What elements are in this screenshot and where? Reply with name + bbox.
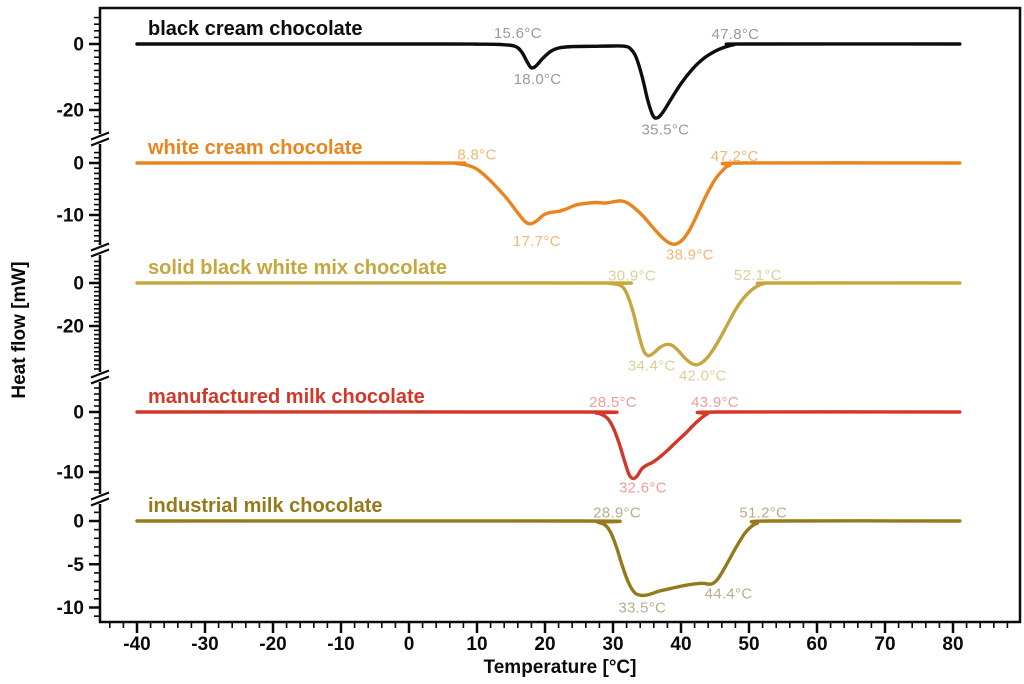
series-title-industrial-milk-chocolate: industrial milk chocolate (148, 495, 383, 517)
axis-break-gap (95, 134, 105, 144)
peak-annotation: 52.1°C (734, 267, 782, 284)
peak-annotation: 35.5°C (641, 121, 689, 138)
peak-annotation: 15.6°C (494, 25, 542, 42)
x-tick-label: 80 (942, 634, 963, 655)
y-tick-label: -10 (57, 463, 84, 484)
peak-annotation: 51.2°C (739, 504, 787, 521)
panel-industrial-milk-chocolate: 0 -5 -10 industrial milk chocolate 28.9°C 33.… (57, 495, 962, 619)
axis-break-slash (90, 375, 110, 385)
x-tick-label: 50 (738, 634, 759, 655)
x-tick-label: -20 (259, 634, 286, 655)
peak-annotation: 17.7°C (513, 233, 561, 250)
x-tick-label: 20 (534, 634, 555, 655)
y-tick-label: 0 (73, 512, 84, 533)
y-tick-label: -5 (67, 555, 84, 576)
peak-annotation: 43.9°C (691, 394, 739, 411)
peak-annotation: 44.4°C (705, 586, 753, 603)
x-tick-label: 0 (404, 634, 415, 655)
series-title-solid-black-white-mix-chocolate: solid black white mix chocolate (148, 257, 447, 279)
series-title-manufactured-milk-chocolate: manufactured milk chocolate (148, 386, 425, 408)
x-axis-title: Temperature [°C] (483, 657, 637, 678)
panel-manufactured-milk-chocolate: 0 -10 manufactured milk chocolate 28.5°C 32.… (57, 386, 962, 497)
y-tick-label: 0 (73, 154, 84, 175)
panel-black-cream-chocolate: 0 -20 black cream chocolate 15.6°C 18.0°C 35.… (57, 16, 962, 138)
axis-break-slash (90, 369, 110, 379)
x-tick-label: -10 (327, 634, 354, 655)
series-title-white-cream-chocolate: white cream chocolate (147, 137, 363, 159)
axis-break-slash (90, 491, 110, 501)
peak-annotation: 8.8°C (457, 147, 496, 164)
y-tick-label: -10 (57, 206, 84, 227)
curve-black-cream-chocolate (135, 42, 962, 120)
peak-annotation: 30.9°C (608, 268, 656, 285)
x-tick-label: 30 (602, 634, 623, 655)
curve-white-cream-chocolate (135, 161, 962, 246)
y-tick-label: 0 (73, 35, 84, 56)
y-tick-label: -20 (57, 101, 84, 122)
plot-frame (98, 6, 1022, 624)
peak-annotation: 32.6°C (619, 480, 667, 497)
curve-solid-black-white-mix-chocolate (135, 281, 962, 367)
panel-solid-black-white-mix-chocolate: 0 -20 solid black white mix chocolate 30.9°… (57, 257, 962, 384)
peak-annotation: 47.8°C (711, 26, 759, 43)
axis-break-slash (90, 131, 110, 141)
x-tick-label: -30 (191, 634, 218, 655)
x-tick-label: -40 (123, 634, 150, 655)
axis-break-gap (95, 494, 105, 504)
panel-white-cream-chocolate: 0 -10 white cream chocolate 8.8°C 17.7°C 38.9… (57, 137, 962, 264)
y-tick-label: 0 (73, 274, 84, 295)
y-axis-title: Heat flow [mW] (9, 261, 30, 399)
axis-break-slash (90, 242, 110, 252)
axis-break-slash (90, 248, 110, 258)
axis-break-slash (90, 137, 110, 147)
x-tick-label: 60 (806, 634, 827, 655)
x-tick-label: 10 (466, 634, 487, 655)
peak-annotation: 33.5°C (618, 600, 666, 617)
y-tick-label: -20 (57, 317, 84, 338)
peak-annotation: 28.5°C (589, 394, 637, 411)
peak-annotation: 34.4°C (628, 357, 676, 374)
x-axis: -40 -30 -20 -10 0 10 20 30 40 50 60 70 80 (109, 622, 1009, 655)
y-tick-label: 0 (73, 403, 84, 424)
curve-manufactured-milk-chocolate (135, 410, 962, 481)
peak-annotation: 47.2°C (711, 148, 759, 165)
peak-annotation: 28.9°C (593, 504, 641, 521)
y-tick-label: -10 (57, 598, 84, 619)
peak-annotation: 38.9°C (666, 247, 714, 264)
curve-industrial-milk-chocolate (135, 519, 962, 598)
x-tick-label: 40 (670, 634, 691, 655)
x-tick-label: 70 (874, 634, 895, 655)
series-title-black-cream-chocolate: black cream chocolate (148, 18, 363, 40)
peak-annotation: 18.0°C (514, 71, 562, 88)
peak-annotation: 42.0°C (679, 367, 727, 384)
axis-break-gap (95, 245, 105, 255)
axis-break-gap (95, 372, 105, 382)
axis-break-slash (90, 497, 110, 507)
